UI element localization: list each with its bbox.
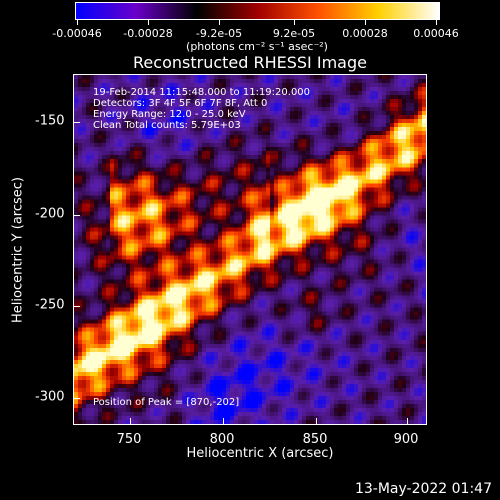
rhessi-image-heatmap [74,75,426,424]
image-plot-area [73,74,427,425]
colorbar [75,2,440,20]
colorbar-tick-label: 0.00046 [413,27,459,40]
x-tick-label: 800 [209,432,235,447]
colorbar-tick-mark [294,20,295,25]
y-tick-mark [74,398,80,399]
colorbar-tick-mark [148,20,149,25]
colorbar-tick-mark [365,20,366,25]
y-tick-mark [74,306,80,307]
plot-title: Reconstructed RHESSI Image [133,53,367,72]
x-tick-mark [407,418,408,424]
y-tick-label: -250 [35,297,65,313]
colorbar-unit-label: (photons cm⁻² s⁻¹ asec⁻²) [186,40,328,53]
y-tick-label: -200 [35,206,65,222]
x-tick-mark [316,418,317,424]
colorbar-tick-label: -0.00028 [123,27,173,40]
colorbar-tick-label: -9.2e-05 [195,27,243,40]
y-tick-label: -150 [35,113,65,129]
x-tick-label: 900 [393,432,419,447]
annotation-peak-position: Position of Peak = [870,-202] [93,397,240,408]
x-tick-mark [223,418,224,424]
y-axis-label: Heliocentric Y (arcsec) [10,177,26,323]
x-tick-label: 850 [302,432,328,447]
annotation-time-range: 19-Feb-2014 11:15:48.000 to 11:19:20.000 [93,87,311,98]
x-axis-label: Heliocentric X (arcsec) [186,446,334,461]
y-tick-mark [74,122,80,123]
colorbar-tick-label: 0.00028 [342,27,388,40]
colorbar-tick-label: 9.2e-05 [272,27,316,40]
annotation-energy-range: Energy Range: 12.0 - 25.0 keV [93,109,246,120]
annotation-clean-counts: Clean Total counts: 5.79E+03 [93,120,241,131]
y-tick-mark [74,215,80,216]
x-tick-mark [130,418,131,424]
annotation-detectors: Detectors: 3F 4F 5F 6F 7F 8F, Att 0 [93,98,268,109]
footer-date: 13-May-2022 01:47 [354,481,492,497]
colorbar-tick-mark [436,20,437,25]
x-tick-label: 750 [116,432,142,447]
colorbar-tick-mark [77,20,78,25]
y-tick-label: -300 [35,389,65,405]
colorbar-tick-label: -0.00046 [52,27,102,40]
colorbar-tick-mark [219,20,220,25]
